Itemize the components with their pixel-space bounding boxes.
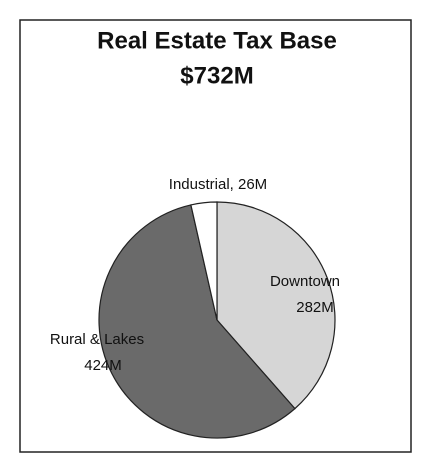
data-label-line: 282M <box>296 299 334 316</box>
data-label-line: 424M <box>84 357 122 374</box>
chart-subtitle: $732M <box>180 62 253 89</box>
pie-slice <box>98 204 296 439</box>
data-label: Rural & Lakes 424M <box>50 331 144 374</box>
data-label: Industrial, 26M <box>169 176 267 193</box>
chart-title: Real Estate Tax Base <box>97 27 337 54</box>
data-label-line: Downtown <box>270 273 340 290</box>
data-label-line: Rural & Lakes <box>50 331 144 348</box>
pie-slice <box>216 201 336 410</box>
data-label: Downtown 282M <box>270 273 340 316</box>
pie-slice <box>190 201 218 321</box>
